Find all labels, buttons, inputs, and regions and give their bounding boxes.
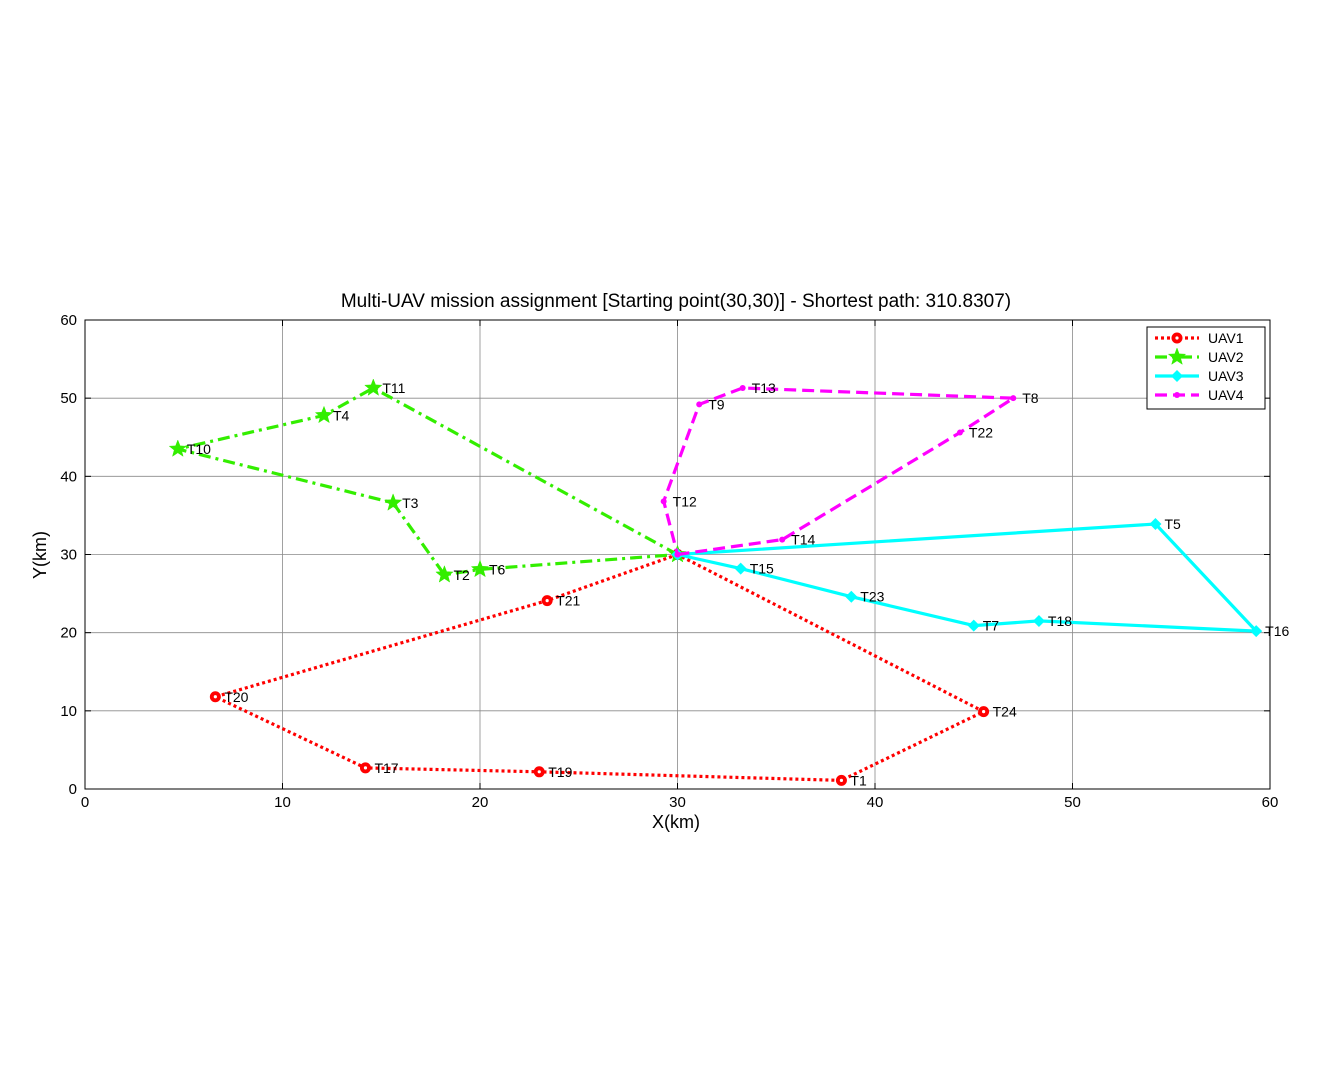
data-point-uav4 (674, 551, 681, 558)
grid-lines (85, 320, 1270, 789)
x-tick-label: 40 (867, 794, 884, 811)
y-tick-label: 10 (60, 703, 77, 720)
data-point-uav1-center (363, 766, 368, 770)
x-tick-label: 50 (1064, 794, 1081, 811)
y-tick-label: 50 (60, 390, 77, 407)
point-label-t10: T10 (187, 441, 211, 457)
series-layer (168, 378, 1263, 786)
data-point-uav2 (435, 565, 454, 583)
series-line-uav4 (662, 386, 1015, 557)
point-label-t6: T6 (489, 561, 506, 577)
legend-label-uav1: UAV1 (1208, 330, 1244, 346)
point-label-t13: T13 (752, 380, 776, 396)
point-label-t9: T9 (708, 396, 725, 412)
series-uav3 (671, 518, 1263, 638)
legend: UAV1 UAV2 UAV3 UAV4 (1146, 326, 1266, 410)
x-tick-label: 10 (274, 794, 291, 811)
data-point-uav2 (364, 378, 383, 396)
x-tick-label: 60 (1262, 794, 1279, 811)
data-point-uav1-center (537, 770, 541, 774)
data-point-uav2 (470, 559, 490, 578)
data-point-uav3 (1032, 614, 1045, 627)
data-point-uav3 (734, 562, 747, 575)
legend-marker-uav2 (1167, 347, 1187, 365)
y-tick-label: 60 (60, 312, 77, 329)
point-label-t22: T22 (969, 425, 993, 441)
point-label-t7: T7 (983, 618, 1000, 634)
point-label-t19: T19 (548, 764, 572, 780)
y-tick-label: 0 (69, 781, 77, 798)
data-point-uav1-center (545, 599, 549, 603)
point-label-t2: T2 (453, 567, 470, 583)
y-tick-label: 40 (60, 468, 77, 485)
data-point-uav4 (696, 401, 703, 408)
y-tick-label: 30 (60, 547, 77, 564)
y-tick-label: 20 (60, 625, 77, 642)
data-point-uav3 (967, 619, 980, 632)
x-tick-label: 0 (81, 794, 89, 811)
data-point-uav4 (660, 498, 667, 505)
point-label-t21: T21 (556, 593, 580, 609)
data-point-uav4 (739, 385, 746, 392)
point-label-t8: T8 (1022, 390, 1039, 406)
legend-label-uav4: UAV4 (1208, 387, 1244, 403)
point-label-t14: T14 (791, 532, 815, 548)
point-label-t15: T15 (750, 561, 774, 577)
y-axis-label: Y(km) (30, 531, 50, 579)
x-tick-label: 20 (472, 794, 489, 811)
data-point-uav1-center (213, 695, 217, 699)
legend-label-uav2: UAV2 (1208, 349, 1244, 365)
point-labels: T21 T20 T17 T19 T1 T24 T11 T4 T10 T3 T2 T6 T5 T16 T18 T… (187, 380, 1290, 788)
axes: 0 10 20 30 40 50 60 0 10 20 30 40 50 60 (60, 312, 1278, 811)
point-label-t4: T4 (333, 407, 350, 423)
data-point-uav1-center (982, 710, 986, 714)
data-point-uav4 (1010, 395, 1017, 402)
data-point-uav3 (845, 590, 858, 603)
x-tick-label: 30 (669, 794, 686, 811)
point-label-t16: T16 (1265, 623, 1289, 639)
point-label-t23: T23 (860, 589, 884, 605)
series-uav4 (660, 385, 1017, 558)
point-label-t5: T5 (1164, 516, 1181, 532)
data-point-uav2 (383, 493, 403, 511)
legend-marker-uav1-center (1175, 336, 1179, 340)
point-label-t11: T11 (382, 380, 405, 396)
legend-label-uav3: UAV3 (1208, 368, 1244, 384)
data-point-uav4 (779, 536, 786, 543)
legend-marker-uav4 (1174, 392, 1180, 398)
data-point-uav4 (956, 429, 963, 436)
data-point-uav2 (168, 439, 188, 457)
legend-box (1146, 326, 1266, 410)
point-label-t12: T12 (673, 493, 697, 509)
point-label-t18: T18 (1048, 613, 1072, 629)
chart-title: Multi-UAV mission assignment [Starting p… (341, 291, 1011, 312)
data-point-uav3 (1250, 625, 1263, 638)
point-label-t24: T24 (993, 704, 1017, 720)
point-label-t3: T3 (402, 495, 419, 511)
data-point-uav2 (314, 405, 334, 424)
x-axis-label: X(km) (652, 812, 700, 832)
data-point-uav1-center (839, 778, 844, 783)
point-label-t20: T20 (224, 689, 248, 705)
legend-marker-uav3 (1171, 370, 1183, 382)
point-label-t17: T17 (374, 760, 398, 776)
point-label-t1: T1 (850, 772, 867, 788)
series-line-uav2 (176, 386, 679, 577)
series-line-uav3 (677, 522, 1258, 633)
data-point-uav3 (1149, 518, 1162, 531)
